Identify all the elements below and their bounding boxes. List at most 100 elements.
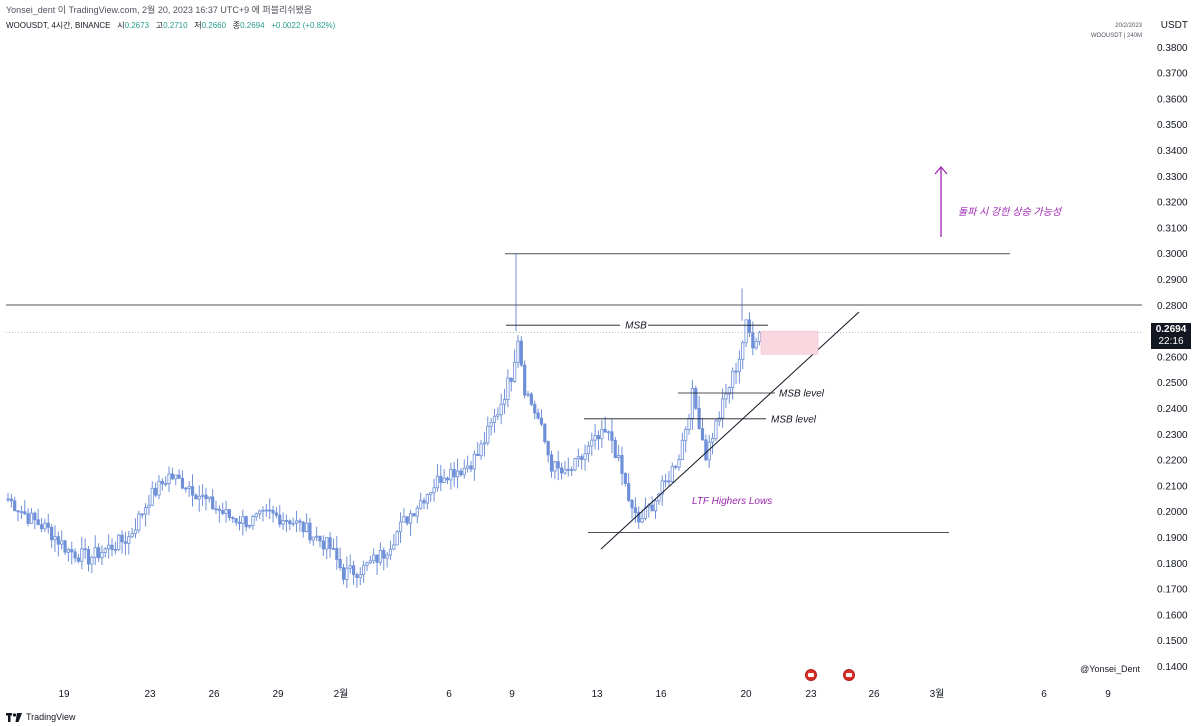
candle-body [298,520,302,523]
candle-body [73,551,77,559]
y-tick-label: 0.3400 [1157,146,1188,157]
tradingview-logo-icon[interactable] [6,712,22,722]
candle-body [345,567,349,580]
candle-body [304,522,309,533]
y-tick-label: 0.2900 [1157,275,1188,286]
candle-body [147,504,151,508]
candle-body [486,425,490,444]
candle-body [744,319,748,344]
y-tick-label: 0.2000 [1157,507,1188,518]
candle-body [301,521,305,533]
candle-body [432,487,436,494]
candle-body [627,483,631,501]
candle-body [237,521,242,524]
candle-body [211,496,215,510]
candle-body [513,361,517,382]
candle-body [429,492,433,495]
candle-body [318,535,322,542]
candle-body [623,473,627,484]
candle-body [385,554,389,559]
msb-label: MSB [625,321,647,332]
candle-body [620,454,624,474]
candle-body [452,468,456,478]
y-tick-label: 0.1700 [1157,585,1188,596]
candle-body [412,513,416,517]
candle-body [351,565,356,576]
footer-brand: TradingView [26,712,76,722]
candle-body [288,520,292,525]
candle-body [284,520,289,522]
candle-body [214,508,218,511]
candle-body [278,514,282,525]
y-tick-label: 0.2100 [1157,481,1188,492]
candle-body [445,477,450,481]
candle-body [476,453,480,457]
candle-body [459,470,463,476]
candle-body [200,494,205,497]
us-flag-icon[interactable] [805,669,817,681]
candle-body [26,513,30,524]
y-tick-label: 0.2600 [1157,352,1188,363]
y-tick-label: 0.2400 [1157,404,1188,415]
candle-body [154,487,158,496]
candle-body [496,414,500,417]
candle-body [610,431,614,441]
candle-body [741,342,745,360]
candle-body [533,403,537,414]
candle-body [167,473,171,484]
candle-body [724,393,728,400]
candle-body [348,565,352,569]
candle-body [509,377,513,382]
candle-body [415,507,419,517]
candle-body [103,548,107,553]
candle-body [80,548,84,562]
candle-body [180,477,185,489]
x-tick-label: 23 [805,689,817,700]
candle-body [737,358,741,372]
candle-body [536,412,540,419]
candle-body [751,332,755,349]
candle-body [455,470,460,478]
candle-body [39,524,44,530]
candle-body [63,540,67,553]
candle-body [56,536,60,545]
us-flag-icon[interactable] [843,669,855,681]
candle-body [194,494,198,500]
candle-body [392,544,396,550]
candle-body [449,468,453,481]
candle-body [264,509,268,512]
trendline [600,311,860,550]
candle-body [596,435,601,440]
candle-body [234,518,238,523]
candle-body [93,547,97,558]
candle-body [499,403,503,416]
candle-body [714,420,718,439]
candle-body [606,431,611,434]
candle-body [566,468,570,471]
candle-body [603,428,607,433]
candle-body [133,529,138,535]
candle-body [9,498,13,502]
candle-body [177,474,181,479]
candle-body [120,534,124,543]
candle-body [556,461,560,469]
symbol-label[interactable]: WOOUSDT, 4시간, BINANCE [6,21,111,30]
candle-body [90,556,94,565]
candle-body [422,500,426,504]
candle-body [355,574,359,578]
x-tick-label: 9 [509,689,515,700]
candle-body [184,487,188,490]
candle-body [559,467,564,474]
candle-body [308,522,312,541]
candle-body [613,439,617,459]
candle-body [221,510,225,514]
candle-body [529,393,533,405]
candle-body [694,388,698,409]
candle-body [368,560,372,564]
candle-body [600,428,604,440]
candle-body [653,500,658,512]
candle-body [660,480,664,495]
x-tick-label: 20 [740,689,752,700]
candle-body [23,511,27,515]
